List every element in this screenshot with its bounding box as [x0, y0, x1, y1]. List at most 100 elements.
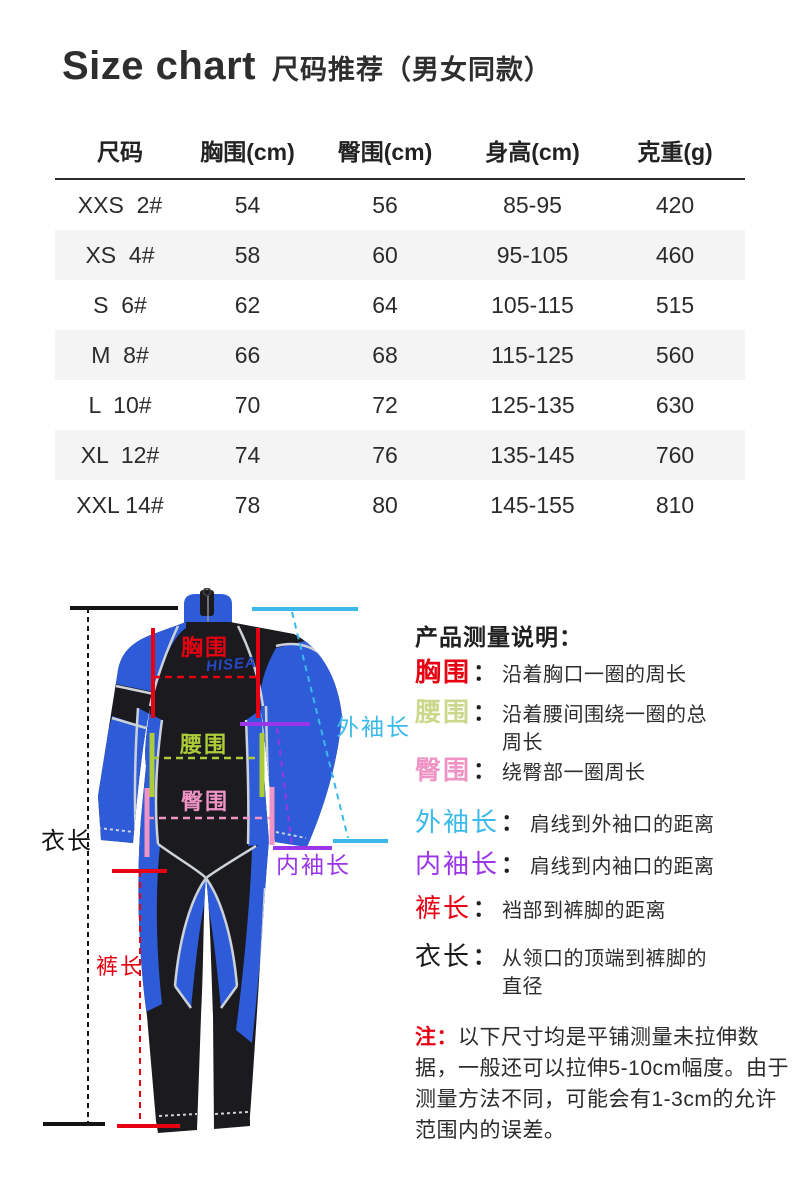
term-hip: 臀围 [415, 755, 472, 785]
measurement-note: 注：以下尺寸均是平铺测量未拉伸数据，一般还可以拉伸5-10cm幅度。由于测量方法… [415, 1022, 798, 1146]
term-colon: ： [473, 757, 497, 783]
header-cell-height: 身高(cm) [485, 139, 580, 165]
instruction-item-outer-sleeve: 外袖长 ： 肩线到外袖口的距离 [415, 808, 715, 839]
cell-height: 135-145 [490, 441, 575, 468]
desc-hip: 绕臀部一圈周长 [502, 762, 646, 784]
table-row-m: M 8# 66 68 115-125 560 [55, 330, 745, 380]
table-row-s: S 6# 62 64 105-115 515 [55, 280, 745, 330]
cell-size: XL 12# [80, 441, 160, 468]
inner-sleeve-measure-lines [240, 722, 332, 850]
pants-length-lines [112, 869, 180, 1128]
term-waist: 腰围 [415, 697, 472, 727]
size-table-header-row: 尺码 胸围(cm) 臀围(cm) 身高(cm) 克重(g) [55, 122, 745, 180]
cell-chest: 62 [234, 291, 261, 318]
note-text: 以下尺寸均是平铺测量未拉伸数据，一般还可以拉伸5-10cm幅度。由于测量方法不同… [415, 1026, 790, 1142]
cell-height: 95-105 [496, 241, 569, 268]
measurement-instructions: 产品测量说明： 胸围 ： 沿着胸口一圈的周长 腰围 ： 沿着腰间围绕一圈的总周长… [415, 610, 800, 1170]
table-row-xxs: XXS 2# 54 56 85-95 420 [55, 180, 745, 230]
pants-diagram-label: 裤长 [96, 954, 145, 979]
desc-inner-sleeve: 肩线到内袖口的距离 [530, 856, 715, 878]
garment-diagram-label: 衣长 [41, 828, 93, 855]
header-cell-hip: 臀围(cm) [337, 139, 433, 165]
inner-sleeve-diagram-label: 内袖长 [276, 852, 351, 878]
cell-weight: 810 [655, 491, 695, 518]
cell-chest: 78 [234, 491, 261, 518]
term-colon: ： [473, 699, 497, 725]
note-label: 注： [415, 1026, 458, 1049]
cell-chest: 74 [234, 441, 261, 468]
cell-weight: 560 [655, 341, 695, 368]
instruction-item-waist: 腰围 ： 沿着腰间围绕一圈的总周长 [415, 698, 717, 757]
size-table: 尺码 胸围(cm) 臀围(cm) 身高(cm) 克重(g) XXS 2# 54 … [55, 122, 745, 530]
waist-diagram-label: 腰围 [180, 732, 229, 757]
header-cell-chest: 胸围(cm) [200, 139, 295, 165]
chest-diagram-label: 胸围 [181, 635, 230, 660]
term-colon: ： [473, 659, 497, 685]
cell-chest: 66 [234, 341, 261, 368]
brand-logo: HISEA [205, 653, 258, 676]
term-pants: 裤长 [415, 893, 472, 923]
cell-hip: 68 [372, 341, 398, 368]
title-english: Size chart [62, 44, 256, 88]
cell-size: XS 4# [85, 241, 155, 268]
outer-sleeve-diagram-label: 外袖长 [336, 714, 411, 740]
cell-weight: 630 [655, 391, 695, 418]
cell-hip: 56 [372, 191, 398, 218]
cell-hip: 80 [372, 491, 398, 518]
desc-garment: 从领口的顶端到裤脚的直径 [502, 948, 708, 998]
cell-chest: 54 [234, 191, 261, 218]
instruction-item-chest: 胸围 ： 沿着胸口一圈的周长 [415, 658, 687, 689]
title-chinese: 尺码推荐（男女同款） [271, 55, 552, 85]
hip-diagram-label: 臀围 [181, 789, 230, 814]
header-cell-weight: 克重(g) [637, 139, 713, 165]
term-inner-sleeve: 内袖长 [415, 849, 500, 879]
cell-size: L 10# [88, 391, 152, 418]
cell-hip: 76 [372, 441, 398, 468]
cell-height: 105-115 [491, 291, 574, 318]
term-outer-sleeve: 外袖长 [415, 807, 500, 837]
term-chest: 胸围 [415, 657, 472, 687]
cell-weight: 515 [655, 291, 695, 318]
waist-measure-lines [149, 733, 265, 797]
wetsuit-panels [98, 622, 342, 1121]
instruction-item-pants: 裤长 ： 裆部到裤脚的距离 [415, 894, 666, 925]
desc-pants: 裆部到裤脚的距离 [502, 900, 667, 922]
hip-measure-lines [144, 787, 275, 857]
table-row-xs: XS 4# 58 60 95-105 460 [55, 230, 745, 280]
cell-chest: 58 [234, 241, 261, 268]
table-row-l: L 10# 70 72 125-135 630 [55, 380, 745, 430]
wetsuit-illustration [43, 588, 388, 1133]
desc-chest: 沿着胸口一圈的周长 [502, 664, 687, 686]
cell-height: 85-95 [503, 191, 562, 218]
cell-size: S 6# [93, 291, 147, 318]
cell-height: 145-155 [490, 491, 575, 518]
instruction-item-hip: 臀围 ： 绕臀部一圈周长 [415, 756, 646, 787]
desc-outer-sleeve: 肩线到外袖口的距离 [530, 814, 715, 836]
page-title: Size chart 尺码推荐（男女同款） [62, 44, 552, 89]
term-colon: ： [501, 809, 525, 835]
cell-height: 125-135 [490, 391, 575, 418]
header-cell-size: 尺码 [97, 139, 143, 165]
cell-size: M 8# [91, 341, 149, 368]
instructions-heading: 产品测量说明： [415, 624, 583, 650]
desc-waist: 沿着腰间围绕一圈的总周长 [502, 704, 708, 754]
cell-weight: 460 [655, 241, 695, 268]
cell-hip: 60 [372, 241, 398, 268]
instruction-item-inner-sleeve: 内袖长 ： 肩线到内袖口的距离 [415, 850, 715, 881]
table-row-xxl: XXL 14# 78 80 145-155 810 [55, 480, 745, 530]
cell-size: XXS 2# [77, 191, 163, 218]
measurement-diagram: 胸围 腰围 臀围 外袖长 内袖长 裤长 衣长 HISEA [28, 588, 413, 1148]
cell-chest: 70 [234, 391, 261, 418]
garment-length-lines [43, 606, 178, 1126]
term-colon: ： [473, 895, 497, 921]
cell-height: 115-125 [491, 341, 574, 368]
outer-sleeve-measure-lines [252, 607, 388, 843]
cell-hip: 72 [372, 391, 398, 418]
cell-size: XXL 14# [76, 491, 164, 518]
cell-hip: 64 [372, 291, 398, 318]
cell-weight: 760 [655, 441, 695, 468]
chest-measure-lines [151, 628, 260, 718]
term-colon: ： [473, 943, 497, 969]
term-colon: ： [501, 851, 525, 877]
